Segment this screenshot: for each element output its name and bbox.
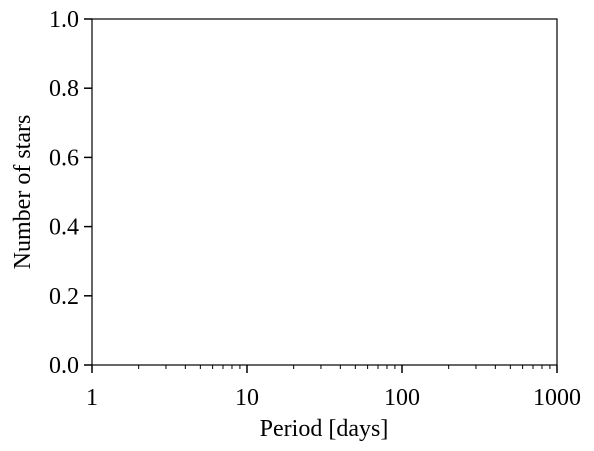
x-tick-label: 1000 <box>533 385 581 411</box>
x-tick-label: 10 <box>235 385 259 411</box>
x-axis: 1 10 100 1000 <box>86 365 581 411</box>
plot-area <box>91 18 558 366</box>
x-tick-label: 1 <box>86 385 98 411</box>
y-tick-label: 0.2 <box>49 284 79 310</box>
y-tick-label: 0.0 <box>49 353 79 379</box>
y-tick-label: 0.8 <box>49 76 79 102</box>
y-tick-label: 0.4 <box>49 215 79 241</box>
y-axis: 0.0 0.2 0.4 0.6 0.8 1.0 <box>49 7 92 379</box>
y-tick-label: 0.6 <box>49 145 79 171</box>
y-axis-label: Number of stars <box>10 115 36 270</box>
y-tick-label: 1.0 <box>49 7 79 33</box>
x-tick-label: 100 <box>384 385 420 411</box>
x-axis-label: Period [days] <box>260 416 389 442</box>
